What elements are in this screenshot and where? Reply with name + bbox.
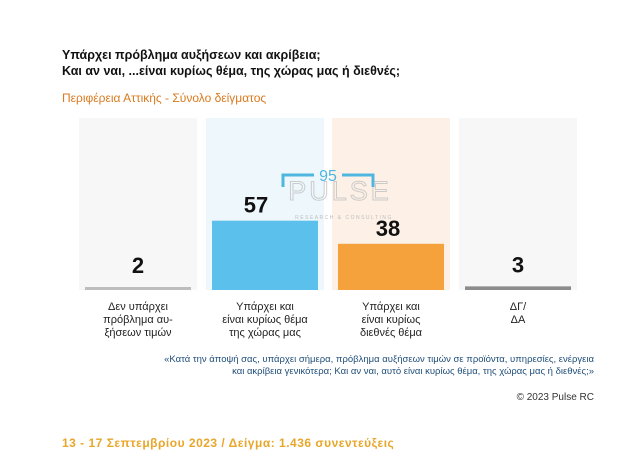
chart-subtitle: Περιφέρεια Αττικής - Σύνολο δείγματος <box>62 91 267 105</box>
bracket-total-value: 95 <box>319 168 337 185</box>
question-note: «Κατά την άποψή σας, υπάρχει σήμερα, πρό… <box>164 354 594 377</box>
bar-1 <box>85 287 191 290</box>
category-label-4: ΔΓ/ ΔΑ <box>509 301 527 326</box>
chart-title-line-2: Και αν ναι, ...είναι κυρίως θέμα, της χώ… <box>62 64 401 78</box>
category-label-3: Υπάρχει και είναι κυρίως διεθνές θέμα <box>359 301 423 339</box>
bar-background-1 <box>79 118 197 290</box>
bar-3 <box>338 243 444 290</box>
category-label-1: Δεν υπάρχει πρόβλημα αυ- ξήσεων τιμών <box>103 301 173 339</box>
bar-value-3: 38 <box>376 216 400 241</box>
category-label-2: Υπάρχει και είναι κυρίως θέμα της χώρας … <box>222 301 308 339</box>
bar-2 <box>212 220 318 290</box>
copyright: © 2023 Pulse RC <box>516 392 594 403</box>
bar-background-4 <box>459 118 577 290</box>
bar-4 <box>465 286 571 290</box>
bar-value-4: 3 <box>512 252 524 277</box>
bar-value-1: 2 <box>132 253 144 278</box>
footer-survey-info: 13 - 17 Σεπτεμβρίου 2023 / Δείγμα: 1.436… <box>62 436 395 450</box>
bar-value-2: 57 <box>244 193 268 218</box>
chart-title-line-1: Υπάρχει πρόβλημα αυξήσεων και ακρίβεια; <box>62 48 321 62</box>
pulse-watermark: PULSE RESEARCH & CONSULTING <box>288 176 393 222</box>
watermark-tagline: RESEARCH & CONSULTING <box>295 215 393 221</box>
chart-title: Υπάρχει πρόβλημα αυξήσεων και ακρίβεια; … <box>62 47 602 79</box>
watermark-brand: PULSE <box>288 176 392 206</box>
